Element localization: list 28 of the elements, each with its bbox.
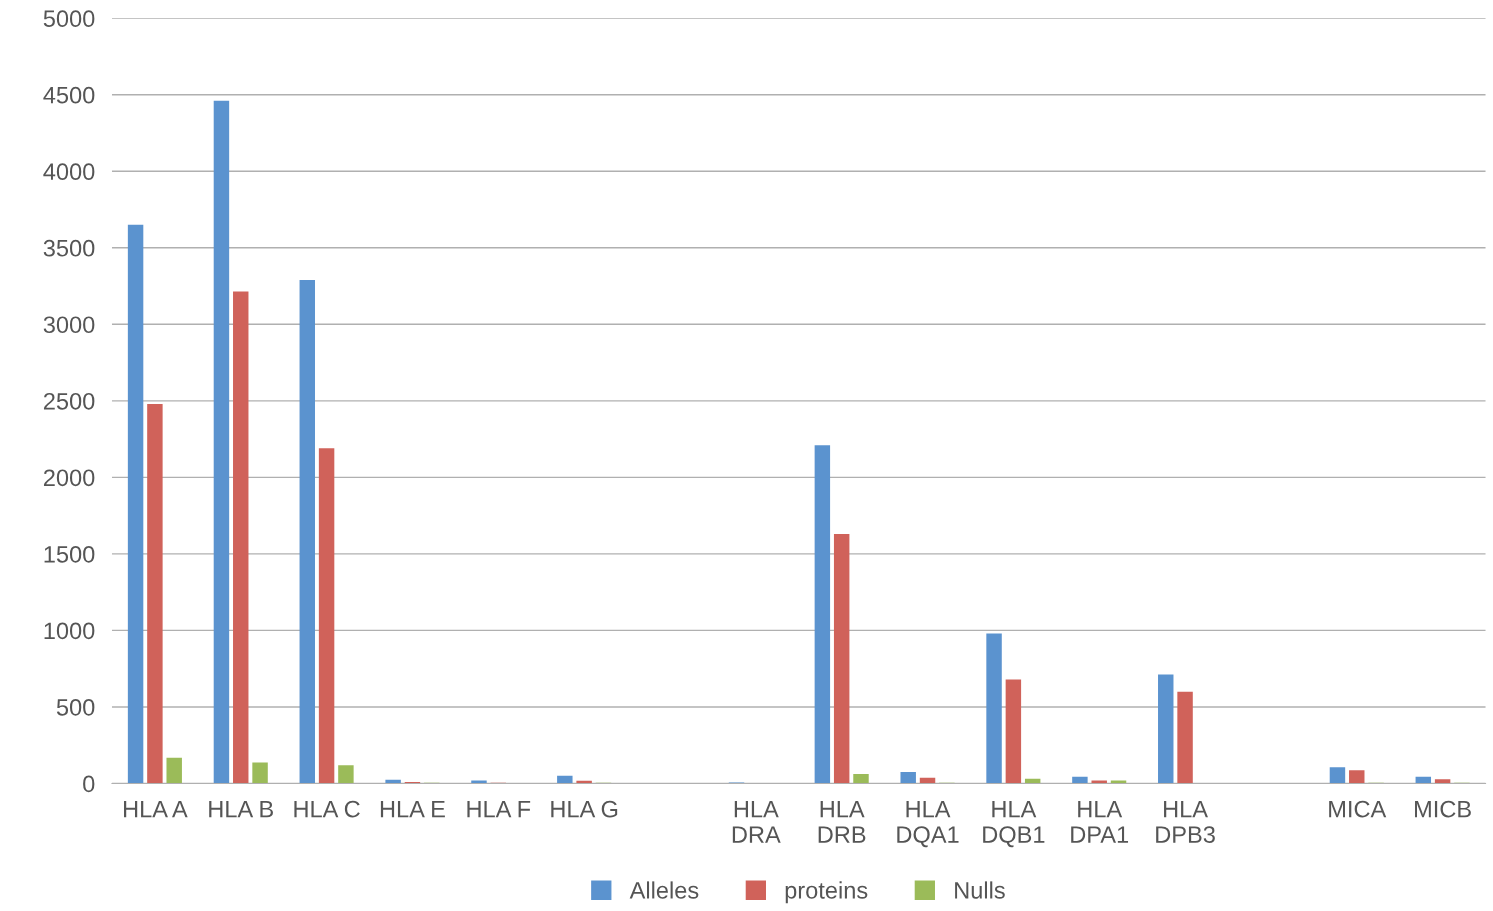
x-tick-label: HLA C — [294, 800, 360, 818]
y-tick-label: 0 — [83, 775, 95, 793]
legend-label: Nulls — [955, 881, 1005, 899]
x-tick-label: HLA DPA1 — [1071, 800, 1129, 843]
y-tick-label: 3000 — [43, 316, 95, 334]
y-tick-label: 2000 — [43, 469, 95, 487]
x-tick-label: MICB — [1415, 800, 1471, 818]
y-tick-label: 4500 — [43, 86, 95, 104]
legend-label: proteins — [785, 881, 868, 904]
x-tick-label: HLA DRA — [732, 800, 781, 843]
y-tick-label: 1000 — [44, 622, 95, 640]
x-tick-label: HLA F — [467, 800, 531, 818]
y-tick-label: 3500 — [43, 239, 95, 257]
legend-label: Alleles — [629, 881, 699, 899]
x-tick-label: HLA G — [551, 800, 618, 818]
y-tick-label: 1500 — [44, 545, 95, 563]
x-tick-label: HLA E — [380, 800, 445, 818]
y-tick-label: 500 — [56, 699, 95, 716]
x-tick-label: MICA — [1329, 800, 1387, 818]
x-tick-label: HLA DRB — [818, 800, 866, 843]
y-tick-label: 5000 — [43, 10, 95, 28]
y-tick-label: 2500 — [43, 392, 95, 410]
y-tick-label: 4000 — [43, 163, 95, 181]
x-tick-label: HLA A — [124, 800, 188, 818]
x-tick-label: HLA B — [209, 800, 273, 818]
x-tick-label: HLA DPB3 — [1156, 800, 1215, 843]
x-tick-label: HLA DQA1 — [897, 800, 959, 848]
x-tick-label: HLA DQB1 — [983, 800, 1045, 848]
